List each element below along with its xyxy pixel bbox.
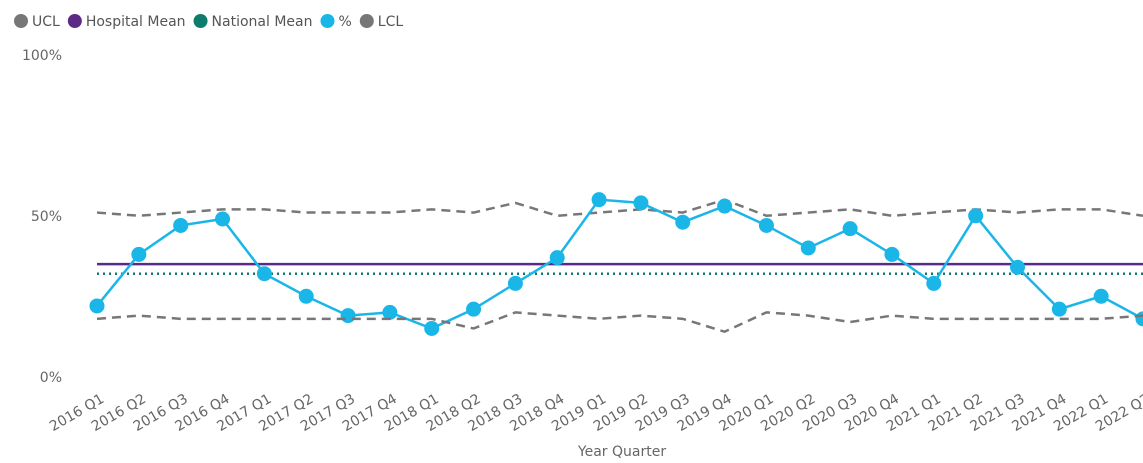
data-point [466,301,482,317]
data-point [424,320,440,336]
data-point [1009,259,1025,275]
legend-label: National Mean [212,14,313,30]
data-point [215,211,231,227]
data-point [926,275,942,291]
data-point [1093,288,1109,304]
data-point [1051,301,1067,317]
legend-marker [359,14,374,28]
y-tick-label: 100% [22,48,62,64]
series-line [96,198,1143,218]
data-point [884,246,900,262]
legend-marker [320,14,335,28]
data-point [675,214,691,230]
data-point [131,246,147,262]
data-point [842,221,858,237]
data-point [89,298,105,314]
data-point [717,198,733,214]
data-point [591,192,607,208]
legend-label: Hospital Mean [86,14,186,30]
legend-marker [67,14,82,28]
data-point [382,304,398,320]
legend-label: UCL [32,14,60,30]
legend-marker [193,14,208,28]
data-point [549,250,565,266]
data-point [256,266,272,282]
legend: UCL Hospital Mean National Mean% LCL [14,14,403,30]
legend-marker [14,14,28,28]
data-point [968,208,984,224]
legend-label: LCL [378,14,404,30]
data-point [507,275,523,291]
legend-label: % [338,14,351,30]
data-point [340,308,356,324]
data-point [633,195,649,211]
data-point [173,217,189,233]
data-point [758,217,774,233]
data-point [298,288,314,304]
y-tick-label: 0% [40,370,62,386]
data-point [800,240,816,256]
series-line [96,198,1143,330]
data-point [1135,311,1143,327]
x-axis-title: Year Quarter [577,444,666,460]
y-tick-label: 50% [31,209,62,225]
series-line [96,311,1143,334]
